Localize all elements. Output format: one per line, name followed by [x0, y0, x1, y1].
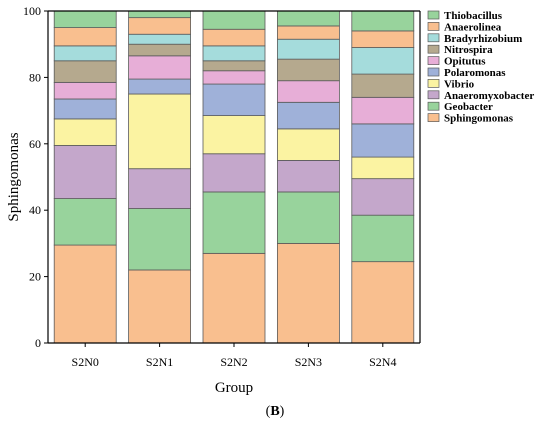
bar-segment-thiobacillus-s2n2: [202, 10, 266, 30]
axes-group: [47, 10, 421, 344]
legend-label-vibrio: Vibrio: [444, 78, 475, 90]
legend-swatch-vibrio: [427, 79, 440, 88]
bar-segment-geobacter-s2n2: [202, 191, 266, 254]
bar-segment-nitrospira-s2n2: [202, 60, 266, 72]
caption-letter: B: [270, 404, 279, 419]
x-tick-label: S2N0: [72, 355, 99, 369]
bar-segment-geobacter-s2n4: [351, 214, 415, 263]
legend-label-anaerolinea: Anaerolinea: [444, 21, 502, 33]
bar-segment-bradyrhizobium-s2n2: [202, 45, 266, 62]
bar-segment-anaeromyxobacter-s2n4: [351, 178, 415, 216]
bar-segment-geobacter-s2n0: [53, 198, 117, 246]
bar-segment-polaromonas-s2n1: [128, 78, 192, 95]
legend: ThiobacillusAnaerolineaBradyrhizobiumNit…: [427, 10, 534, 125]
bar-segment-sphingomonas-s2n2: [202, 252, 266, 344]
bar-segment-nitrospira-s2n3: [276, 58, 340, 82]
bar-segment-bradyrhizobium-s2n0: [53, 45, 117, 62]
bar-segment-thiobacillus-s2n0: [53, 10, 117, 29]
caption-close-paren: ): [280, 404, 285, 419]
bar-segment-anaeromyxobacter-s2n2: [202, 153, 266, 193]
x-axis-title: Group: [215, 380, 253, 396]
legend-label-sphingomonas: Sphingomonas: [444, 113, 514, 125]
bar-segment-opitutus-s2n2: [202, 70, 266, 85]
bar-segment-polaromonas-s2n0: [53, 98, 117, 120]
bar-segment-anaeromyxobacter-s2n1: [128, 168, 192, 209]
bars-group: [53, 10, 415, 344]
legend-label-nitrospira: Nitrospira: [444, 44, 493, 56]
bar-segment-thiobacillus-s2n1: [128, 10, 192, 19]
x-tick-label: S2N1: [146, 355, 173, 369]
y-axis-title: Sphingomonas: [6, 132, 22, 221]
legend-swatch-bradyrhizobium: [427, 33, 440, 43]
bar-segment-bradyrhizobium-s2n1: [128, 33, 192, 45]
bar-segment-vibrio-s2n1: [128, 93, 192, 170]
legend-swatch-anaerolinea: [427, 22, 440, 31]
legend-label-anaeromyxobacter: Anaeromyxobacter: [444, 90, 534, 102]
legend-label-polaromonas: Polaromonas: [444, 67, 506, 79]
bar-segment-opitutus-s2n1: [128, 55, 192, 80]
bar-segment-anaerolinea-s2n1: [128, 17, 192, 35]
bar-segment-geobacter-s2n3: [276, 191, 340, 244]
bar-segment-polaromonas-s2n4: [351, 123, 415, 158]
bar-segment-polaromonas-s2n2: [202, 83, 266, 116]
y-tick-label: 60: [29, 137, 41, 151]
bar-segment-sphingomonas-s2n4: [351, 261, 415, 344]
legend-swatch-opitutus: [427, 56, 440, 65]
y-tick-label: 40: [29, 203, 41, 217]
legend-label-geobacter: Geobacter: [444, 101, 493, 113]
bar-segment-nitrospira-s2n1: [128, 43, 192, 57]
y-tick-label: 100: [23, 4, 41, 18]
bar-segment-opitutus-s2n3: [276, 80, 340, 103]
bar-segment-vibrio-s2n2: [202, 115, 266, 155]
bar-segment-nitrospira-s2n0: [53, 60, 117, 83]
bar-segment-anaeromyxobacter-s2n3: [276, 159, 340, 193]
y-tick-label: 20: [29, 270, 41, 284]
bar-segment-vibrio-s2n3: [276, 128, 340, 161]
y-tick-label: 80: [29, 70, 41, 84]
bar-segment-anaerolinea-s2n0: [53, 27, 117, 47]
bar-segment-sphingomonas-s2n1: [128, 269, 192, 344]
bar-segment-opitutus-s2n4: [351, 96, 415, 125]
bar-segment-anaerolinea-s2n2: [202, 28, 266, 47]
legend-label-thiobacillus: Thiobacillus: [444, 10, 503, 22]
caption-open-paren: (: [266, 404, 271, 419]
legend-swatch-polaromonas: [427, 67, 440, 77]
y-tick-label: 0: [35, 336, 41, 350]
x-tick-label: S2N2: [220, 355, 247, 369]
x-tick-label: S2N3: [295, 355, 322, 369]
figure-caption: (B): [266, 404, 285, 419]
bar-segment-opitutus-s2n0: [53, 81, 117, 100]
bar-segment-sphingomonas-s2n3: [276, 242, 340, 344]
bar-segment-sphingomonas-s2n0: [53, 244, 117, 344]
legend-swatch-nitrospira: [427, 44, 440, 54]
legend-label-bradyrhizobium: Bradyrhizobium: [444, 33, 522, 45]
bar-segment-anaerolinea-s2n3: [276, 25, 340, 40]
legend-swatch-thiobacillus: [427, 10, 440, 20]
tick-labels-group: 0 20 40 60 80 100 S2N0 S2N1 S2N2 S2N3 S2N4: [23, 4, 396, 369]
bar-segment-thiobacillus-s2n3: [276, 10, 340, 27]
bar-segment-nitrospira-s2n4: [351, 73, 415, 98]
bar-segment-vibrio-s2n0: [53, 118, 117, 146]
bar-segment-anaerolinea-s2n4: [351, 30, 415, 48]
bar-segment-vibrio-s2n4: [351, 156, 415, 180]
legend-swatch-anaeromyxobacter: [427, 90, 440, 100]
bar-segment-geobacter-s2n1: [128, 208, 192, 271]
bar-segment-thiobacillus-s2n4: [351, 10, 415, 32]
x-tick-label: S2N4: [369, 355, 396, 369]
legend-label-opitutus: Opitutus: [444, 56, 486, 68]
bar-segment-bradyrhizobium-s2n4: [351, 47, 415, 75]
bar-segment-anaeromyxobacter-s2n0: [53, 145, 117, 199]
legend-swatch-sphingomonas: [427, 113, 440, 122]
bar-segment-polaromonas-s2n3: [276, 101, 340, 130]
bar-segment-bradyrhizobium-s2n3: [276, 38, 340, 60]
legend-swatch-geobacter: [427, 101, 440, 111]
